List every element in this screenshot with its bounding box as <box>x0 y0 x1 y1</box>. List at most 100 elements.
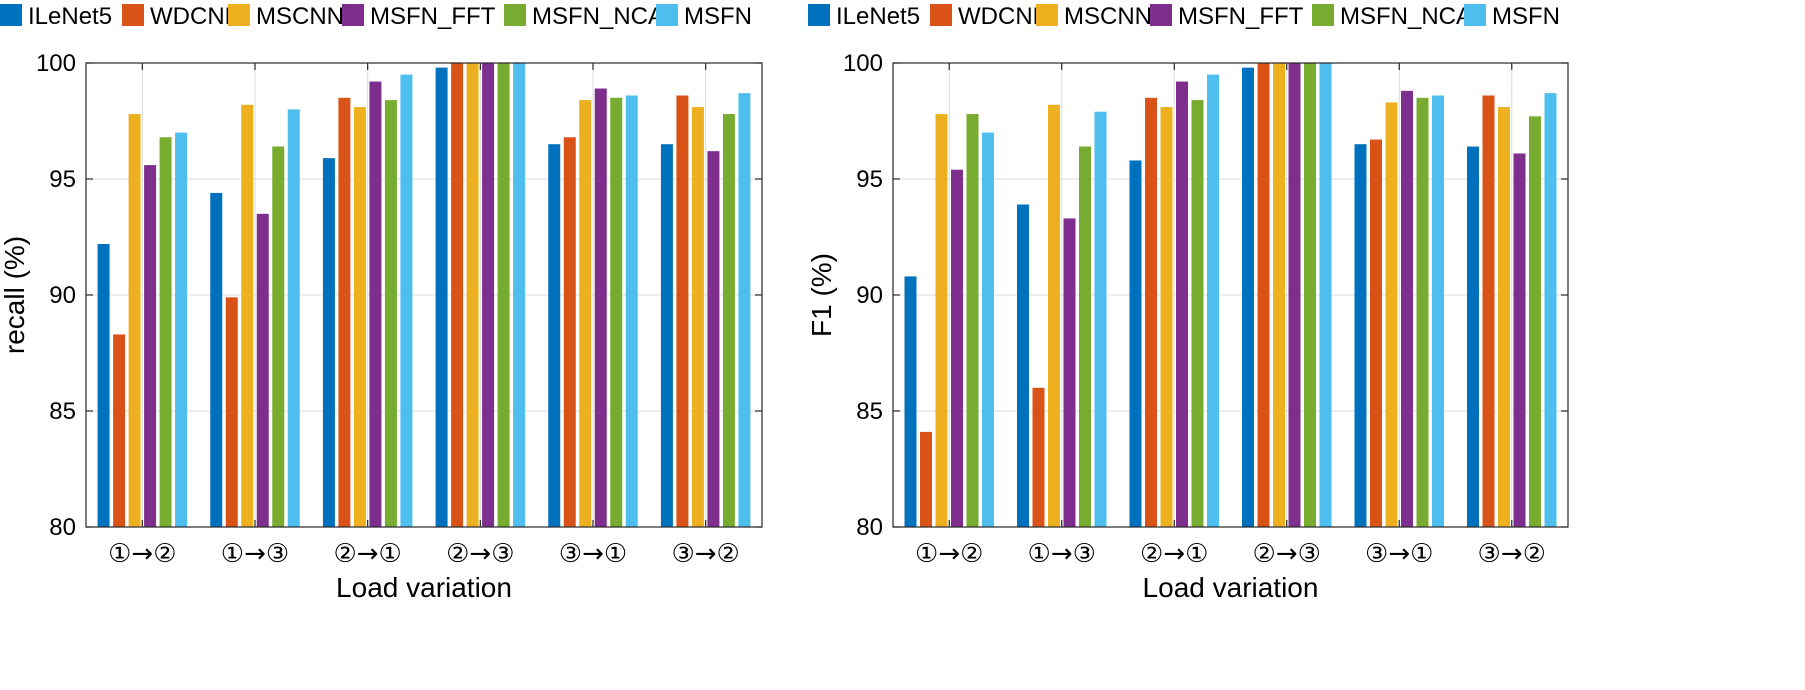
bar-MSFN_NCA-3 <box>1191 100 1204 528</box>
legend-label-MSFN: MSFN <box>684 3 752 30</box>
legend-label-MSFN_FFT: MSFN_FFT <box>1178 3 1304 30</box>
chart-2: 80 85 90 95 100 ①→② ①→③ ②→① ②→③ ③→① ③→② Load variat… <box>806 3 1569 603</box>
bar-MSCNN-1 <box>935 114 948 527</box>
bar-WDCNN-3 <box>1145 97 1157 528</box>
bar-MSFN_NCA-4 <box>1304 63 1316 527</box>
bar-WDCNN-4 <box>451 63 464 527</box>
x-tick-label: ③→① <box>1365 539 1433 569</box>
legend-label-MSCNN: MSCNN <box>1064 3 1152 30</box>
bar-MSFN_NCA-3 <box>384 100 397 528</box>
bar-MSFN-6 <box>738 93 751 527</box>
bar-MSFN_NCA-5 <box>1416 97 1429 528</box>
y-tick-label: 95 <box>49 166 76 193</box>
bar-ILeNet5-3 <box>1129 160 1142 527</box>
x-tick-label: ②→① <box>333 539 401 569</box>
legend-swatch-MSCNN <box>1036 4 1058 26</box>
legend-swatch-MSFN_FFT <box>1150 4 1172 26</box>
bar-MSFN_NCA-6 <box>1529 116 1541 528</box>
bar-MSFN_FFT-5 <box>1401 90 1413 527</box>
legend-swatch-MSFN <box>1464 4 1486 26</box>
bar-MSFN_FFT-5 <box>594 88 607 528</box>
legend-swatch-ILeNet5 <box>808 4 830 26</box>
bar-MSCNN-2 <box>1048 104 1060 527</box>
bar-MSFN_FFT-1 <box>951 169 963 527</box>
legend-label-MSCNN: MSCNN <box>256 3 344 30</box>
bar-MSFN-2 <box>1094 111 1107 527</box>
x-tick-label: ①→③ <box>221 539 289 569</box>
x-tick-label: ②→③ <box>446 539 514 569</box>
bar-ILeNet5-4 <box>435 67 448 527</box>
y-axis-title: F1 (%) <box>806 253 837 337</box>
chart-1: 80 85 90 95 100 ①→② ①→③ ②→① ②→③ ③→① ③→② Load variat… <box>0 3 763 603</box>
x-tick-label: ③→① <box>559 539 627 569</box>
bar-ILeNet5-3 <box>322 158 335 527</box>
bar-MSCNN-5 <box>1385 102 1398 527</box>
legend-swatch-MSFN_NCA <box>1312 4 1334 26</box>
bar-MSFN-2 <box>287 109 300 528</box>
bar-WDCNN-5 <box>563 137 576 528</box>
bar-ILeNet5-1 <box>97 243 110 527</box>
bar-ILeNet5-5 <box>1354 144 1367 527</box>
bar-MSFN_FFT-3 <box>1176 81 1188 527</box>
bar-MSFN-1 <box>982 132 994 527</box>
bar-MSFN_NCA-1 <box>966 114 979 527</box>
bar-MSFN_FFT-6 <box>1513 153 1526 528</box>
x-axis-title: Load variation <box>1143 572 1319 603</box>
y-tick-label: 80 <box>856 514 883 541</box>
bar-MSFN_NCA-2 <box>1079 146 1091 527</box>
legend-swatch-ILeNet5 <box>0 4 22 26</box>
bar-WDCNN-1 <box>920 431 932 527</box>
bar-MSFN_NCA-2 <box>272 146 285 527</box>
bar-MSFN_FFT-4 <box>482 63 495 527</box>
x-tick-label: ②→① <box>1140 539 1208 569</box>
bar-ILeNet5-6 <box>1467 146 1479 527</box>
legend-label-ILeNet5: ILeNet5 <box>836 3 920 30</box>
y-axis-title: recall (%) <box>0 236 30 354</box>
bar-WDCNN-6 <box>1482 95 1495 527</box>
x-tick-label: ③→② <box>671 539 739 569</box>
bar-MSFN-4 <box>1319 63 1332 527</box>
bar-MSCNN-2 <box>241 104 254 527</box>
legend-swatch-MSFN_NCA <box>504 4 526 26</box>
bar-ILeNet5-1 <box>904 276 917 527</box>
bar-MSFN_FFT-6 <box>707 151 720 527</box>
bar-MSFN-3 <box>1207 74 1219 527</box>
bar-MSCNN-6 <box>1498 107 1510 527</box>
legend-swatch-MSFN <box>656 4 678 26</box>
legend-label-MSFN: MSFN <box>1492 3 1560 30</box>
legend-swatch-WDCNN <box>122 4 144 26</box>
bar-MSCNN-3 <box>1160 107 1173 527</box>
x-tick-label: ①→② <box>108 539 176 569</box>
bar-ILeNet5-2 <box>1017 204 1029 527</box>
bar-MSFN_FFT-4 <box>1288 63 1301 527</box>
bar-MSFN_NCA-5 <box>610 97 623 528</box>
bar-MSFN_FFT-2 <box>1063 218 1076 527</box>
bar-MSCNN-3 <box>353 107 366 527</box>
bar-ILeNet5-5 <box>548 144 561 527</box>
bar-WDCNN-3 <box>338 97 351 528</box>
legend-label-MSFN_NCA: MSFN_NCA <box>532 3 664 30</box>
x-tick-label: ②→③ <box>1253 539 1321 569</box>
legend-label-MSFN_NCA: MSFN_NCA <box>1340 3 1472 30</box>
bar-WDCNN-4 <box>1257 63 1270 527</box>
bar-MSFN-6 <box>1544 93 1557 527</box>
legend-label-WDCNN: WDCNN <box>958 3 1050 30</box>
bar-MSFN-5 <box>1432 95 1444 527</box>
bar-WDCNN-2 <box>1032 387 1045 527</box>
bar-MSFN_FFT-3 <box>369 81 382 527</box>
legend: ILeNet5 WDCNN MSCNN MSFN_FFT MSFN_NCA MSFN <box>808 3 1560 30</box>
legend-swatch-MSFN_FFT <box>342 4 364 26</box>
bar-MSFN_NCA-1 <box>159 137 172 528</box>
legend-label-ILeNet5: ILeNet5 <box>28 3 112 30</box>
bar-MSCNN-5 <box>579 100 592 528</box>
legend: ILeNet5 WDCNN MSCNN MSFN_FFT MSFN_NCA MSFN <box>0 3 752 30</box>
y-tick-label: 100 <box>843 50 883 77</box>
bar-MSFN_FFT-1 <box>144 165 157 527</box>
bar-WDCNN-2 <box>225 297 238 527</box>
bar-WDCNN-5 <box>1370 139 1382 527</box>
legend-label-MSFN_FFT: MSFN_FFT <box>370 3 496 30</box>
y-tick-label: 100 <box>36 50 76 77</box>
y-tick-label: 85 <box>856 398 883 425</box>
